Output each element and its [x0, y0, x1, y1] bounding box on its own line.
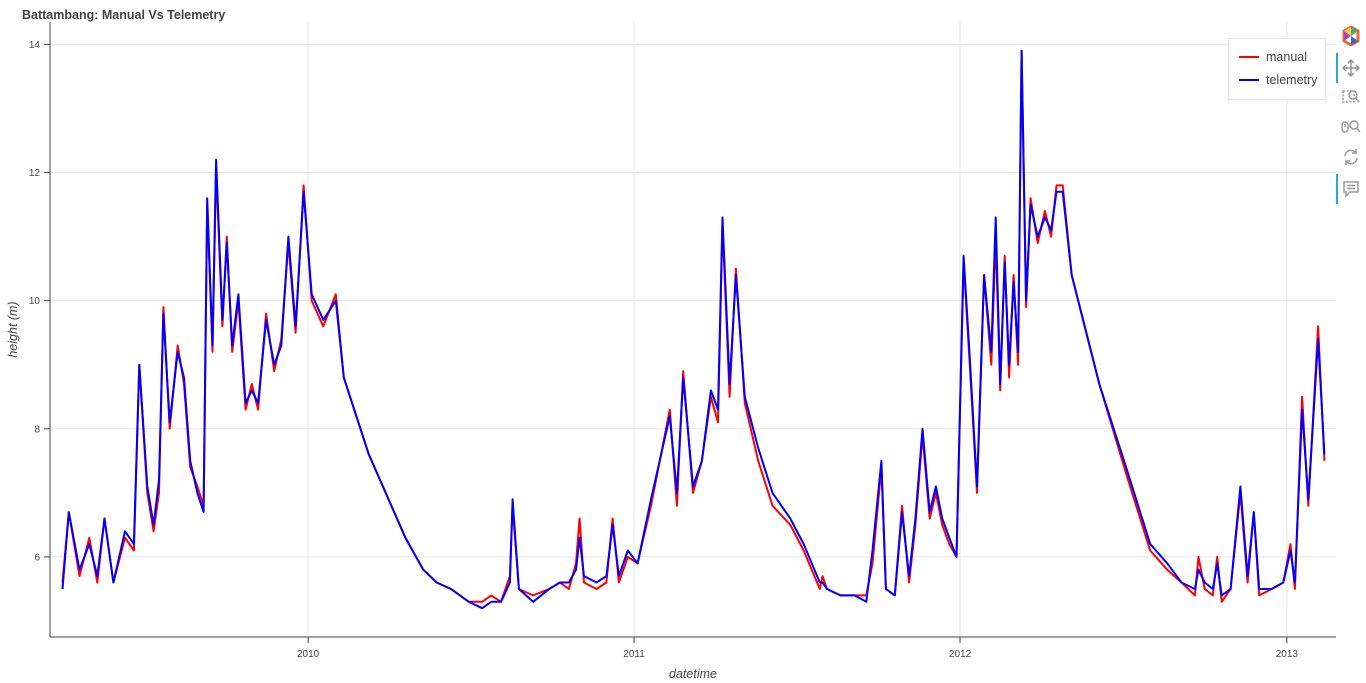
reset-icon[interactable] [1340, 146, 1362, 168]
x-tick-label: 2013 [1276, 649, 1299, 660]
x-tick-label: 2011 [623, 649, 645, 660]
box-zoom-icon[interactable] [1340, 86, 1362, 108]
axes: 6 8 10 12 14 2010 2011 2012 2013 [29, 22, 1336, 660]
chart-title: Battambang: Manual Vs Telemetry [22, 8, 226, 22]
series-line-manual [61, 49, 1326, 603]
x-axis-label: datetime [669, 667, 717, 681]
pan-icon[interactable] [1340, 57, 1362, 79]
legend-label-manual: manual [1266, 50, 1307, 64]
hover-icon[interactable] [1340, 178, 1362, 200]
y-tick-label: 8 [34, 424, 40, 435]
x-tick-label: 2012 [949, 649, 972, 660]
legend-item-manual[interactable]: manual [1239, 47, 1307, 67]
wheel-zoom-icon[interactable] [1340, 116, 1362, 138]
bokeh-logo-icon[interactable] [1340, 25, 1362, 47]
y-tick-label: 6 [34, 552, 40, 563]
legend-label-telemetry: telemetry [1266, 73, 1318, 87]
pan-active-indicator [1336, 53, 1338, 83]
y-tick-label: 12 [29, 168, 41, 179]
legend-swatch-telemetry [1239, 79, 1259, 81]
x-tick-label: 2010 [297, 649, 320, 660]
legend-item-telemetry[interactable]: telemetry [1239, 70, 1317, 90]
series-lines [61, 49, 1326, 610]
series-line-telemetry [61, 49, 1326, 610]
y-tick-label: 14 [29, 40, 41, 51]
hover-active-indicator [1336, 174, 1338, 204]
grid-lines [50, 22, 1336, 637]
legend-swatch-manual [1239, 56, 1259, 58]
y-tick-label: 10 [29, 296, 41, 307]
legend: manual telemetry [1228, 38, 1326, 100]
y-axis-label: height (m) [6, 301, 20, 357]
toolbar [1336, 22, 1366, 222]
